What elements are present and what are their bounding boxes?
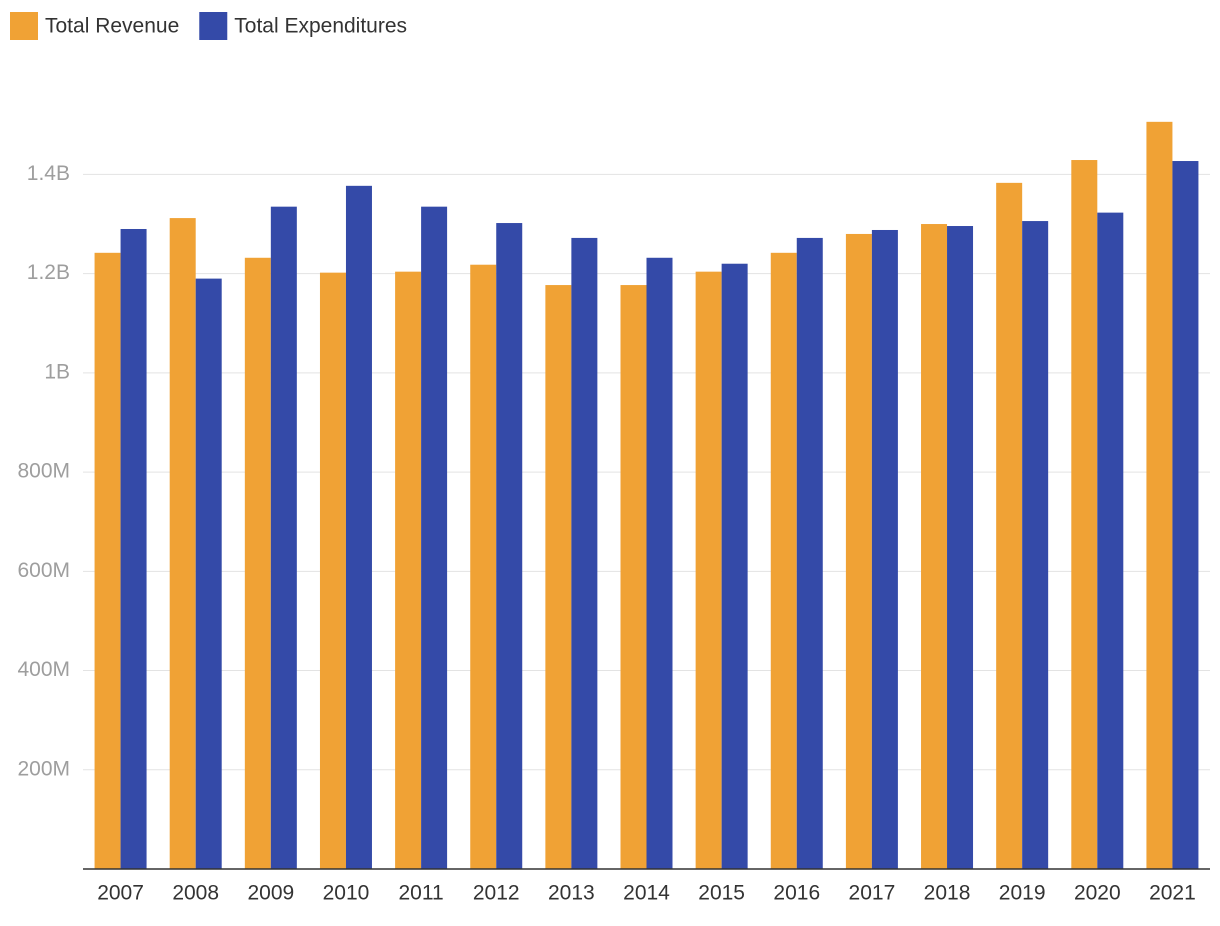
bar <box>947 226 974 869</box>
x-tick-label: 2018 <box>924 882 971 905</box>
bar <box>319 272 346 869</box>
bar <box>395 271 422 869</box>
bar <box>169 218 196 869</box>
x-tick-label: 2015 <box>698 882 745 905</box>
x-tick-label: 2017 <box>849 882 896 905</box>
bar <box>94 252 121 869</box>
x-tick-label: 2009 <box>247 882 294 905</box>
x-tick-label: 2011 <box>399 882 444 905</box>
bar <box>470 264 497 869</box>
bar <box>1172 161 1199 869</box>
bar <box>796 237 823 869</box>
bar <box>1071 160 1098 869</box>
bar <box>496 223 523 870</box>
x-tick-label: 2016 <box>773 882 820 905</box>
bar <box>921 224 948 870</box>
bar <box>1022 221 1049 869</box>
bar <box>770 252 797 869</box>
legend-swatch <box>199 12 228 40</box>
y-tick-label: 400M <box>17 658 70 681</box>
x-tick-label: 2008 <box>172 882 219 905</box>
y-tick-label: 600M <box>17 559 70 582</box>
y-tick-label: 1.4B <box>27 162 70 185</box>
legend-label: Total Revenue <box>45 15 179 38</box>
bar <box>571 237 598 869</box>
x-tick-label: 2014 <box>623 882 670 905</box>
bar <box>345 185 372 869</box>
bar <box>1097 212 1124 870</box>
y-tick-label: 1.2B <box>27 261 70 284</box>
bar <box>871 229 898 869</box>
bar <box>244 257 271 869</box>
bar <box>996 182 1023 870</box>
bar <box>545 285 572 869</box>
bar <box>120 228 147 870</box>
x-tick-label: 2007 <box>97 882 144 905</box>
x-tick-label: 2020 <box>1074 882 1121 905</box>
bar <box>721 263 748 869</box>
legend-label: Total Expenditures <box>234 15 407 38</box>
y-tick-label: 800M <box>17 460 70 483</box>
y-tick-label: 200M <box>17 757 70 780</box>
bar <box>845 233 872 869</box>
bar <box>695 271 722 869</box>
x-tick-label: 2013 <box>548 882 595 905</box>
bar <box>421 206 448 870</box>
legend-swatch <box>10 12 38 40</box>
bar <box>270 206 297 870</box>
x-tick-label: 2019 <box>999 882 1046 905</box>
y-tick-label: 1B <box>44 360 70 383</box>
bar <box>646 257 673 869</box>
bar <box>195 278 222 869</box>
x-tick-label: 2010 <box>323 882 370 905</box>
x-tick-label: 2021 <box>1149 882 1196 905</box>
bar <box>620 285 647 869</box>
bar <box>1146 121 1173 870</box>
x-tick-label: 2012 <box>473 882 520 905</box>
